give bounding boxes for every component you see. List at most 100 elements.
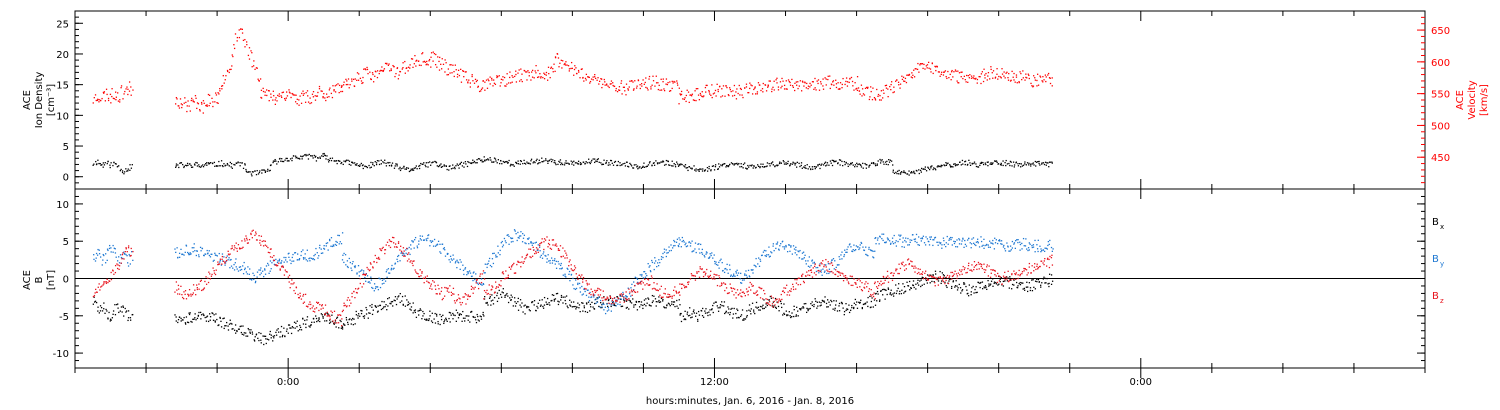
data-point xyxy=(297,157,299,160)
data-point xyxy=(653,268,655,271)
data-point xyxy=(296,156,298,159)
data-point xyxy=(924,278,927,280)
data-point xyxy=(292,94,294,96)
data-point xyxy=(997,163,1000,165)
data-point xyxy=(404,60,406,63)
data-point xyxy=(706,252,708,254)
data-point xyxy=(710,170,712,172)
data-point xyxy=(414,309,417,311)
data-point xyxy=(118,256,120,258)
data-point xyxy=(842,307,844,309)
data-point xyxy=(205,104,207,107)
data-point xyxy=(404,305,407,307)
data-point xyxy=(451,293,454,295)
data-point xyxy=(465,163,467,165)
data-point xyxy=(301,155,303,158)
data-point xyxy=(238,248,241,250)
series-B-x xyxy=(92,270,1054,346)
data-point xyxy=(246,41,248,43)
data-point xyxy=(259,269,262,271)
data-point xyxy=(338,84,341,87)
data-point xyxy=(994,160,997,162)
data-point xyxy=(881,237,883,240)
data-point xyxy=(904,290,907,292)
data-point xyxy=(258,171,261,174)
data-point xyxy=(469,295,471,297)
data-point xyxy=(876,164,878,166)
data-point xyxy=(1005,159,1007,162)
data-point xyxy=(419,269,421,271)
data-point xyxy=(856,162,858,164)
data-point xyxy=(118,311,120,314)
data-point xyxy=(423,60,426,63)
data-point xyxy=(375,163,378,166)
data-point xyxy=(708,168,710,170)
data-point xyxy=(233,163,235,166)
data-point xyxy=(233,263,235,266)
data-point xyxy=(435,162,438,164)
data-point xyxy=(797,87,799,90)
data-point xyxy=(1003,71,1005,73)
data-point xyxy=(328,161,330,163)
data-point xyxy=(796,306,798,308)
data-point xyxy=(746,168,748,170)
data-point xyxy=(270,268,272,270)
data-point xyxy=(678,245,680,248)
data-point xyxy=(523,260,525,263)
data-point xyxy=(937,165,939,167)
data-point xyxy=(127,93,129,96)
data-point xyxy=(910,172,912,174)
data-point xyxy=(243,268,246,271)
data-point xyxy=(497,252,499,254)
data-point xyxy=(714,263,716,265)
data-point xyxy=(278,93,281,95)
data-point xyxy=(182,319,184,321)
data-point xyxy=(410,309,412,311)
data-point xyxy=(480,318,483,320)
data-point xyxy=(921,276,923,278)
data-point xyxy=(500,78,503,80)
data-point xyxy=(706,312,708,314)
data-point xyxy=(221,253,224,255)
data-point xyxy=(288,252,290,254)
data-point xyxy=(257,337,259,340)
data-point xyxy=(876,163,878,165)
data-point xyxy=(823,301,826,303)
data-point xyxy=(537,69,539,72)
data-point xyxy=(980,73,983,75)
data-point xyxy=(505,241,507,244)
data-point xyxy=(311,93,314,95)
data-point xyxy=(376,286,379,288)
data-point xyxy=(728,264,731,266)
data-point xyxy=(105,253,107,255)
data-point xyxy=(276,265,278,267)
data-point xyxy=(388,244,390,247)
data-point xyxy=(719,259,721,262)
data-point xyxy=(644,276,647,278)
data-point xyxy=(427,234,429,237)
data-point xyxy=(1051,161,1053,163)
data-point xyxy=(871,162,873,164)
data-point xyxy=(614,160,617,163)
data-point xyxy=(110,251,112,253)
data-point xyxy=(977,166,979,168)
data-point xyxy=(765,90,768,92)
data-point xyxy=(852,249,854,251)
data-point xyxy=(826,162,829,164)
data-point xyxy=(802,258,804,260)
data-point xyxy=(993,160,996,162)
data-point xyxy=(532,249,535,251)
data-point xyxy=(1028,74,1030,77)
data-point xyxy=(305,326,307,329)
data-point xyxy=(828,272,830,275)
data-point xyxy=(248,171,250,173)
data-point xyxy=(729,311,731,314)
data-point xyxy=(930,71,932,73)
data-point xyxy=(788,311,790,313)
data-point xyxy=(798,257,801,259)
data-point xyxy=(504,296,506,298)
data-point xyxy=(510,82,512,84)
data-point xyxy=(507,162,509,164)
data-point xyxy=(594,77,597,80)
data-point xyxy=(225,260,227,263)
